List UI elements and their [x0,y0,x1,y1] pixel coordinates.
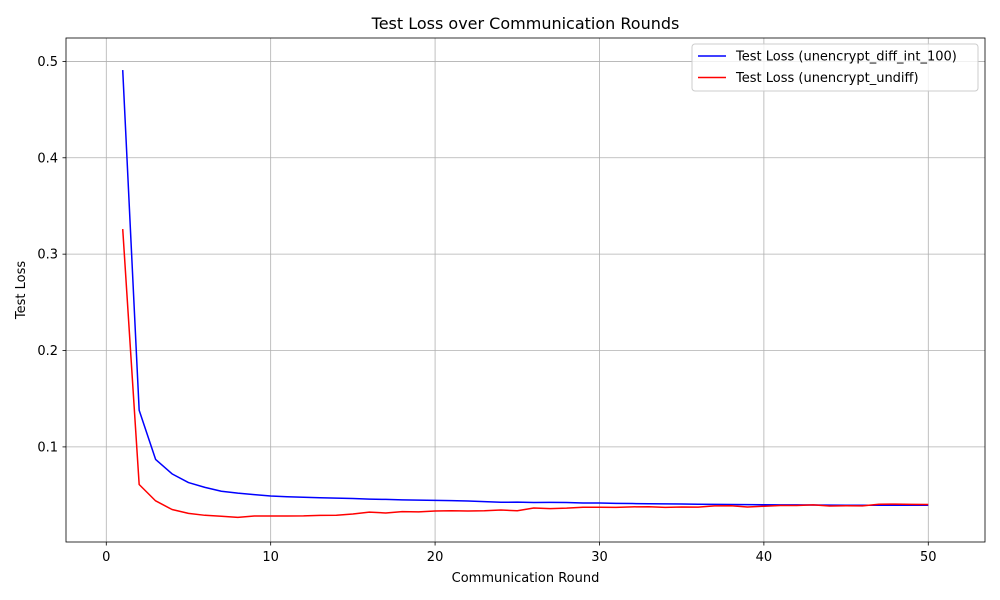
x-tick-label: 20 [427,550,444,565]
series-line-2 [121,229,929,519]
legend-box [691,43,979,92]
legend-label-2: Test Loss (unencrypt_undiff) [735,71,919,86]
chart-title: Test Loss over Communication Rounds [371,14,680,33]
x-tick-label: 30 [591,550,608,565]
x-tick-label: 40 [756,550,773,565]
y-tick-label: 0.5 [37,55,58,70]
legend: Test Loss (unencrypt_diff_int_100) Test L… [691,43,979,92]
x-tick-label: 50 [920,550,937,565]
plot-frame [65,37,986,543]
x-axis-title: Communication Round [452,571,600,586]
plot-area: 0 10 20 30 40 50 0.1 0.2 0.3 0.4 0.5 [37,37,986,565]
y-tick-label: 0.2 [37,344,58,359]
y-tick-label: 0.3 [37,248,58,263]
y-axis-title: Test Loss [14,261,29,320]
plot-background [66,38,985,542]
y-tick-label: 0.4 [37,151,58,166]
legend-label-1: Test Loss (unencrypt_diff_int_100) [735,50,957,65]
x-tick-label: 0 [102,550,110,565]
y-tick-label: 0.1 [37,440,58,455]
x-tick-label: 10 [262,550,279,565]
